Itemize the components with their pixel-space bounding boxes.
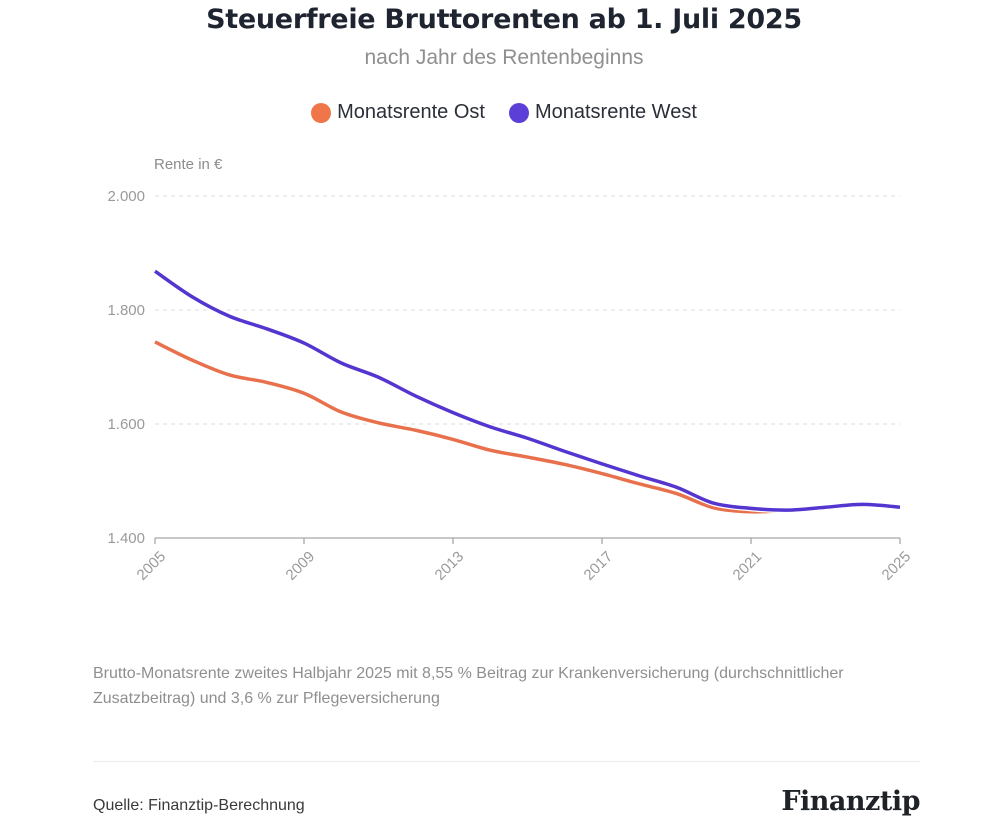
legend-dot-ost-icon [311,102,332,123]
chart-subtitle: nach Jahr des Rentenbeginns [364,46,644,69]
chart-title: Steuerfreie Bruttorenten ab 1. Juli 2025 [206,4,802,35]
legend-item-ost[interactable]: Monatsrente Ost [311,101,485,124]
series-halo [153,268,901,514]
x-axis: 2005 2009 2013 2017 2021 2025 [134,537,915,584]
legend-label-ost: Monatsrente Ost [337,101,485,123]
y-axis-label: Rente in € [154,156,223,173]
footer-divider [93,761,920,762]
legend-label-west: Monatsrente West [534,101,697,123]
x-tick-label: 2017 [581,548,617,584]
source-text: Quelle: Finanztip-Berechnung [93,797,305,814]
gridlines [155,195,900,425]
x-tick-label: 2013 [432,548,468,584]
x-tick-label: 2009 [283,548,319,584]
footnote: Brutto-Monatsrente zweites Halbjahr 2025… [93,665,844,707]
x-tick-label: 2025 [879,548,915,584]
series-lines [153,268,901,515]
legend-dot-west-icon [508,102,529,123]
series-line-ost[interactable] [154,340,901,514]
y-tick-label: 1.400 [107,530,145,547]
y-tick-labels: 1.400 1.600 1.800 2.000 [107,188,145,547]
line-chart: 1.400 1.600 1.800 2.000 2005 2009 2013 2017 202… [107,188,915,584]
series-halo [153,339,901,515]
x-tick-label: 2005 [134,548,170,584]
x-tick-label: 2021 [730,548,766,584]
series-line-west[interactable] [154,269,901,512]
legend-item-west[interactable]: Monatsrente West [508,101,697,124]
y-tick-label: 1.800 [107,302,145,319]
y-tick-label: 2.000 [107,188,145,205]
legend: Monatsrente Ost Monatsrente West [0,101,1008,124]
finanztip-logo: Finanztip [781,786,920,817]
y-tick-label: 1.600 [107,416,145,433]
